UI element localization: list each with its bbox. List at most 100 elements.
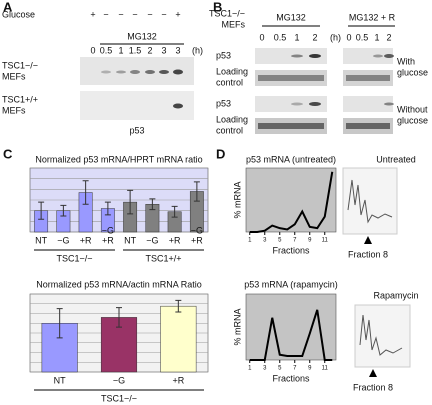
x-tick-label: −G	[57, 235, 69, 245]
treatment: MG132	[127, 31, 157, 41]
row-label: control	[216, 77, 243, 87]
time: 1.5	[129, 45, 142, 55]
condition: glucose	[397, 115, 428, 125]
panel-letter: A	[3, 0, 13, 14]
x-tick-label: 1	[248, 238, 252, 244]
x-tick-label: NT	[54, 375, 66, 385]
glucose-sign: −	[103, 9, 108, 19]
x-tick-label: 5	[278, 238, 282, 244]
glucose-sign: −	[132, 9, 137, 19]
glucose-sign: −	[147, 9, 152, 19]
chart-title: Normalized p53 mRNA/actin mRNA Ratio	[36, 279, 202, 289]
panel-letter: D	[216, 146, 225, 161]
row-label: MEFs	[2, 71, 26, 81]
x-tick-label: −G	[146, 235, 158, 245]
x-tick-label: 9	[308, 366, 312, 372]
x-axis-label: Fractions	[272, 373, 310, 383]
x-tick-label: −G	[113, 375, 125, 385]
row-label: Loading	[216, 114, 248, 124]
bands	[258, 54, 394, 129]
blots	[255, 48, 393, 134]
error-bar	[193, 181, 200, 202]
x-tick-label: +R	[102, 235, 114, 245]
time: 0.5	[100, 45, 113, 55]
x-tick-label: +R	[172, 375, 184, 385]
label: Glucose	[2, 9, 35, 19]
time: 0	[90, 45, 95, 55]
x-tick-label: 9	[308, 238, 312, 244]
error-bar	[116, 307, 122, 328]
x-tick-label: +R	[169, 235, 181, 245]
error-bar	[149, 198, 156, 211]
chart-title: p53 mRNA (rapamycin)	[244, 279, 338, 289]
arrow	[369, 369, 377, 377]
time: 1	[118, 45, 123, 55]
gradient-inset	[354, 304, 411, 368]
inset-marker: Fraction 8	[348, 249, 388, 259]
unit: (h)	[192, 45, 203, 55]
time: 0	[259, 32, 264, 42]
cell-label: TSC1−/−	[209, 8, 245, 18]
condition: glucose	[397, 67, 428, 77]
error-bar	[82, 180, 89, 205]
x-tick-label: 7	[293, 238, 297, 244]
x-tick-label: −G	[102, 225, 114, 235]
x-tick-label: −G	[191, 225, 203, 235]
group-label: TSC1−/−	[56, 253, 92, 263]
error-bar	[175, 299, 182, 313]
glucose-sign: −	[118, 9, 123, 19]
time: 1	[374, 32, 379, 42]
error-bar	[127, 189, 134, 215]
arrow	[364, 236, 372, 244]
protein: p53	[129, 125, 144, 135]
plot-area	[245, 167, 337, 233]
x-tick-label: 3	[263, 238, 267, 244]
error-bar	[38, 201, 45, 220]
condition: Without	[397, 104, 428, 114]
group-label: TSC1−/−	[101, 393, 137, 403]
plot-area	[245, 293, 337, 361]
y-axis-label: % mRNA	[232, 308, 242, 345]
x-tick-label: +R	[191, 235, 203, 245]
group-label: TSC1+/+	[145, 253, 181, 263]
row-label: control	[216, 125, 243, 135]
error-bar	[56, 308, 63, 339]
panel-letter: C	[3, 146, 13, 161]
inset-label: Untreated	[376, 154, 416, 164]
x-tick-label: 3	[263, 366, 267, 372]
inset-label: Rapamycin	[373, 290, 418, 300]
condition: With	[397, 56, 415, 66]
x-tick-label: 1	[248, 366, 252, 372]
time: 2	[147, 45, 152, 55]
row-label: p53	[216, 50, 231, 60]
bar	[160, 305, 197, 373]
time: 3	[175, 45, 180, 55]
x-tick-label: 11	[322, 366, 329, 372]
row-label: TSC1+/+	[2, 94, 38, 104]
x-tick-label: 11	[322, 238, 329, 244]
chart-title: p53 mRNA (untreated)	[246, 154, 336, 164]
trace	[359, 314, 403, 356]
row-label: Loading	[216, 66, 248, 76]
time: 2	[312, 32, 317, 42]
time: 2	[386, 32, 391, 42]
x-tick-label: NT	[124, 235, 136, 245]
line	[249, 171, 334, 233]
glucose-sign: +	[90, 9, 95, 19]
time: 0.5	[356, 32, 369, 42]
row-label: MEFs	[2, 105, 26, 115]
group: MG132	[276, 12, 306, 22]
row-label: p53	[216, 98, 231, 108]
time: 3	[161, 45, 166, 55]
error-bar	[60, 204, 67, 217]
inset-marker: Fraction 8	[353, 382, 393, 392]
time: 0.5	[274, 32, 287, 42]
x-tick-label: 7	[293, 366, 297, 372]
group: MG132 + R	[349, 12, 396, 22]
error-bar	[171, 205, 178, 218]
x-tick-label: +R	[80, 235, 92, 245]
x-tick-label: 5	[278, 366, 282, 372]
cell-label: MEFs	[222, 19, 246, 29]
unit: (h)	[330, 32, 341, 42]
